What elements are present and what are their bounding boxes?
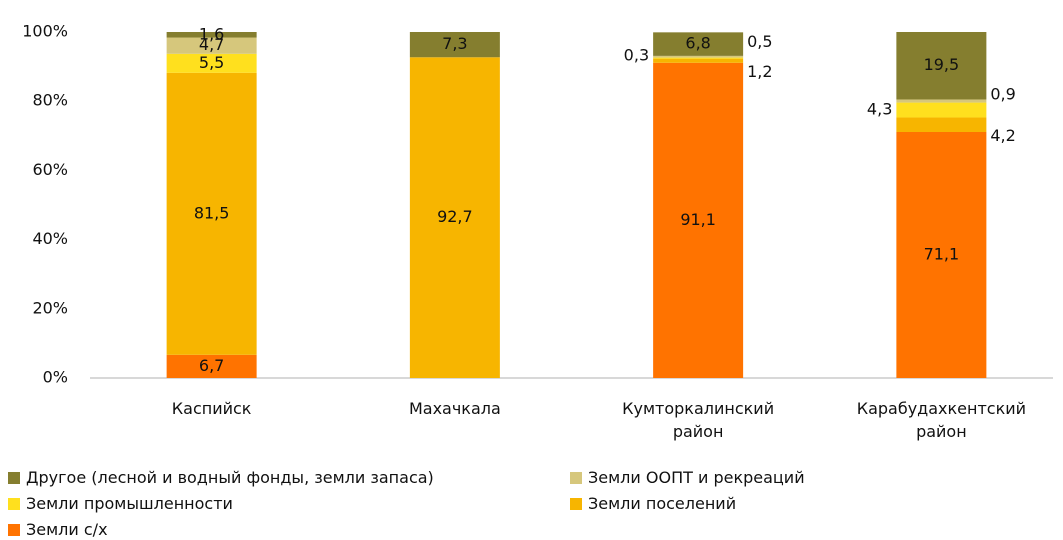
chart: 0% 20% 40% 60% 80% 100% 6,7 81,5 5,54,71,6 92,7 7,… <box>22 22 1053 387</box>
x-tick-label: Махачкала <box>408 399 501 418</box>
legend-item: Другое (лесной и водный фонды, земли зап… <box>8 468 434 487</box>
data-label: 7,3 <box>442 34 467 53</box>
data-label: 1,6 <box>199 24 224 43</box>
data-label: 0,9 <box>990 85 1015 104</box>
data-label: 4,7 <box>199 35 224 54</box>
y-tick-label: 0% <box>43 368 68 387</box>
data-label: 5,5 <box>199 53 224 72</box>
data-label: 91,1 <box>680 210 716 229</box>
legend-swatch <box>8 472 20 484</box>
data-label: 19,5 <box>924 55 960 74</box>
bar-segment <box>653 58 744 63</box>
x-tick-label: Карабудахкентский район <box>856 399 1027 441</box>
bar-segment <box>896 99 987 103</box>
bar-segment <box>166 37 257 54</box>
legend-label: Земли поселений <box>588 494 737 513</box>
data-label: 4,2 <box>990 126 1015 145</box>
legend-item: Земли с/х <box>8 520 108 539</box>
legend-swatch <box>570 498 582 510</box>
bar-segment <box>653 32 744 56</box>
bar-segment <box>409 32 500 58</box>
legend-label: Земли ООПТ и рекреаций <box>588 468 805 487</box>
data-label: 0,5 <box>747 32 772 51</box>
legend-swatch <box>8 498 20 510</box>
bar-segment <box>409 57 500 379</box>
bar-segment <box>896 117 987 132</box>
legend-swatch <box>570 472 582 484</box>
bar-segment <box>166 72 257 355</box>
bar-segment <box>166 354 257 378</box>
data-label: 1,2 <box>747 62 772 81</box>
y-tick-label: 80% <box>32 91 68 110</box>
legend-item: Земли поселений <box>570 494 736 513</box>
legend-label: Другое (лесной и водный фонды, земли зап… <box>26 468 434 487</box>
bar-segment <box>896 32 987 100</box>
y-tick-label: 60% <box>32 160 68 179</box>
legend-label: Земли промышленности <box>26 494 233 513</box>
bar-segment <box>653 55 744 58</box>
x-tick-label: Каспийск <box>171 399 252 418</box>
y-tick-label: 100% <box>22 22 68 41</box>
data-label: 0,3 <box>624 46 649 65</box>
legend-label: Земли с/х <box>26 520 108 539</box>
data-label: 92,7 <box>437 207 473 226</box>
legend-swatch <box>8 524 20 536</box>
bar-segment <box>653 62 744 378</box>
bar-segment <box>166 32 257 38</box>
bar-segment <box>896 102 987 118</box>
y-tick-label: 20% <box>32 298 68 317</box>
data-label: 4,3 <box>867 100 892 119</box>
data-label: 71,1 <box>924 244 960 263</box>
data-label: 6,7 <box>199 356 224 375</box>
data-label: 81,5 <box>194 203 230 222</box>
data-label: 6,8 <box>685 34 710 53</box>
bar-segment <box>653 57 744 59</box>
bar-segment <box>166 53 257 73</box>
legend-item: Земли промышленности <box>8 494 233 513</box>
legend-item: Земли ООПТ и рекреаций <box>570 468 805 487</box>
bar-segment <box>896 131 987 378</box>
x-tick-label: Кумторкалинский район <box>622 399 775 441</box>
y-tick-label: 40% <box>32 229 68 248</box>
